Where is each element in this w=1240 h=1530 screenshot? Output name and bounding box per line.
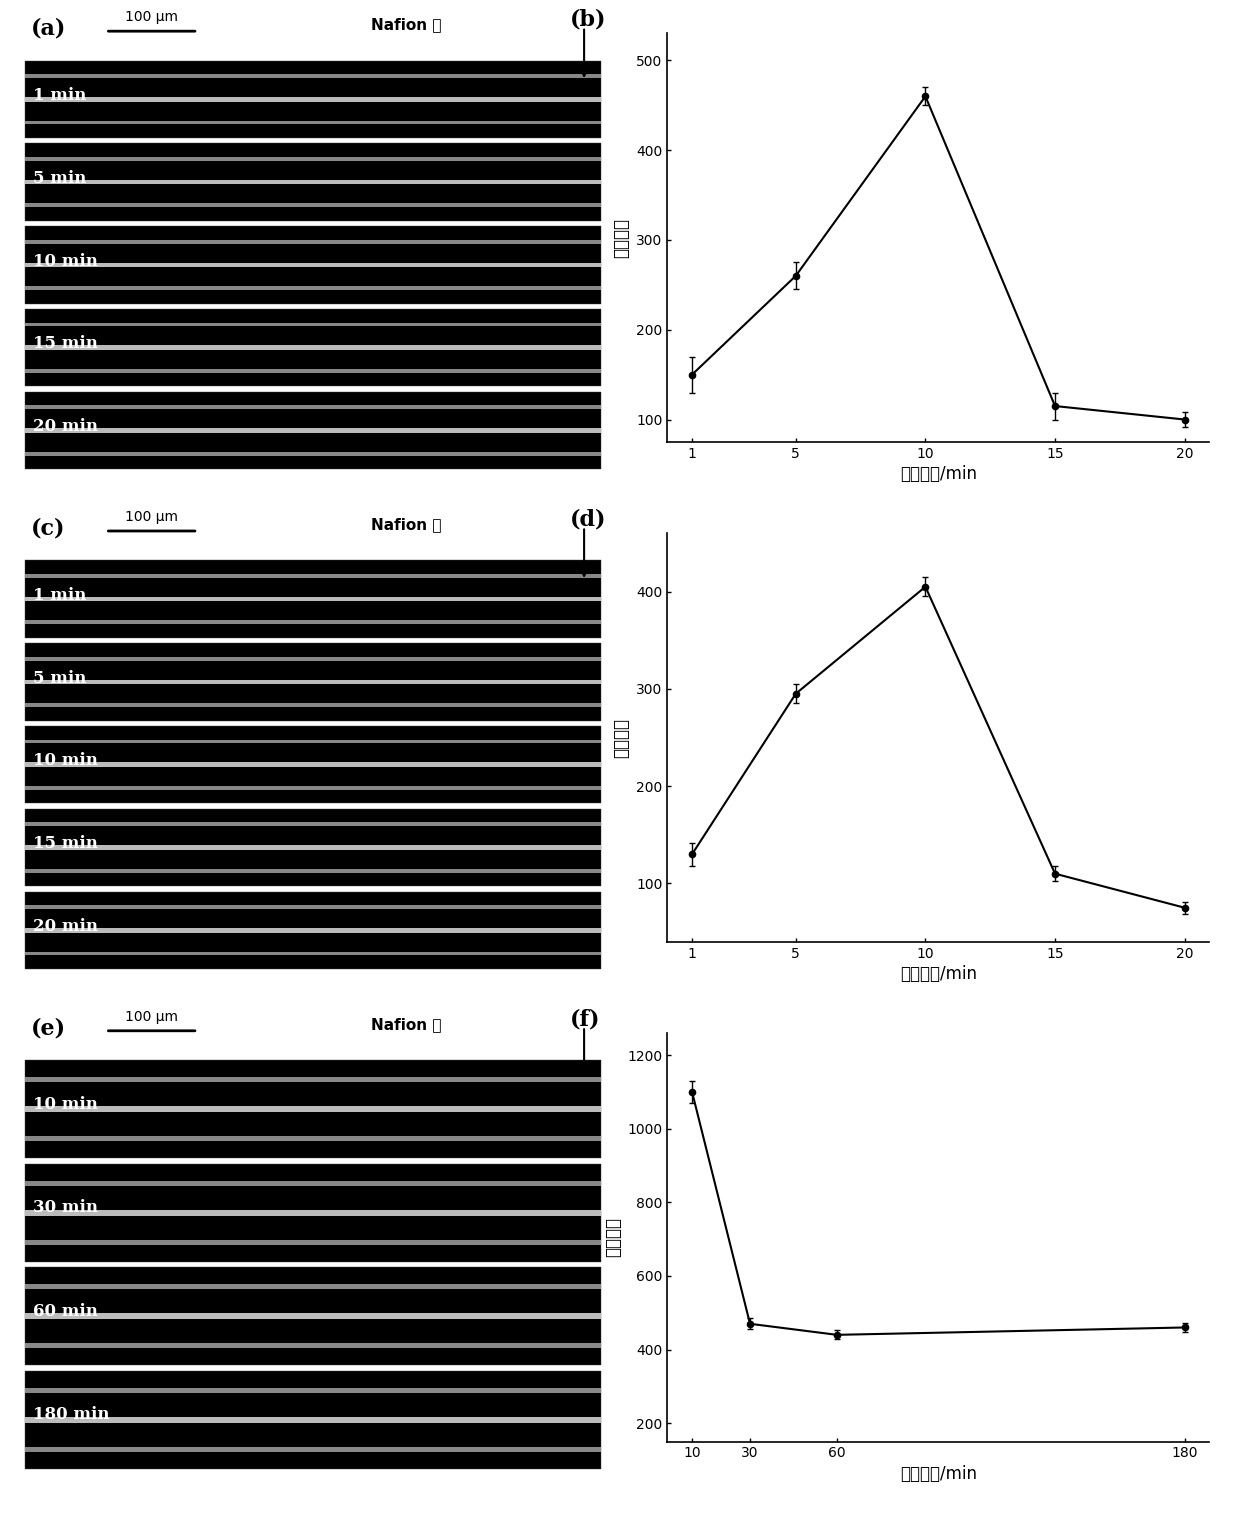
Y-axis label: 荧光强度: 荧光强度 — [604, 1218, 622, 1258]
Bar — [25, 1284, 601, 1290]
Text: 100 μm: 100 μm — [125, 11, 179, 24]
X-axis label: 加热时间/min: 加热时间/min — [900, 465, 977, 483]
X-axis label: 孵育时间/min: 孵育时间/min — [900, 1464, 977, 1483]
Bar — [25, 1343, 601, 1348]
Bar — [25, 1164, 601, 1262]
Bar — [25, 727, 601, 803]
Bar — [25, 1077, 601, 1082]
Text: 5 min: 5 min — [33, 670, 87, 687]
Text: 20 min: 20 min — [33, 418, 98, 435]
Text: Nafion 膜: Nafion 膜 — [371, 517, 441, 532]
Bar — [25, 762, 601, 767]
Bar — [25, 75, 601, 78]
Bar — [25, 952, 601, 955]
X-axis label: 冰浴时间/min: 冰浴时间/min — [900, 965, 977, 982]
Text: Nafion 膜: Nafion 膜 — [371, 1017, 441, 1033]
Bar — [25, 369, 601, 373]
Bar — [25, 263, 601, 268]
Bar — [25, 405, 601, 409]
Bar — [25, 240, 601, 243]
Bar — [25, 621, 601, 624]
Bar — [25, 144, 601, 220]
Y-axis label: 荧光强度: 荧光强度 — [613, 718, 631, 757]
Text: (d): (d) — [570, 509, 606, 531]
Text: 100 μm: 100 μm — [125, 509, 179, 525]
Y-axis label: 荧光强度: 荧光强度 — [613, 217, 631, 257]
Bar — [25, 181, 601, 185]
Text: (e): (e) — [31, 1017, 66, 1039]
Bar — [25, 1371, 601, 1469]
Bar — [25, 906, 601, 909]
Text: 10 min: 10 min — [33, 1095, 98, 1112]
Text: (c): (c) — [31, 517, 64, 540]
Bar — [25, 656, 601, 661]
Text: (a): (a) — [31, 17, 66, 40]
Bar — [25, 679, 601, 684]
Bar — [25, 203, 601, 207]
Bar — [25, 1137, 601, 1141]
Bar — [25, 346, 601, 350]
Bar — [25, 823, 601, 826]
Bar — [25, 1267, 601, 1365]
Text: 20 min: 20 min — [33, 918, 98, 935]
Bar — [25, 96, 601, 101]
Text: 10 min: 10 min — [33, 753, 98, 770]
Text: 15 min: 15 min — [33, 835, 98, 852]
Bar — [25, 1239, 601, 1245]
Bar — [25, 158, 601, 161]
Bar — [25, 786, 601, 789]
Bar — [25, 1181, 601, 1186]
Bar — [25, 309, 601, 387]
Text: 15 min: 15 min — [33, 335, 98, 352]
Bar — [25, 392, 601, 470]
Bar — [25, 428, 601, 433]
Text: 10 min: 10 min — [33, 252, 98, 269]
Bar — [25, 61, 601, 138]
Bar — [25, 121, 601, 124]
Text: 180 min: 180 min — [33, 1406, 110, 1423]
Bar — [25, 1060, 601, 1158]
Text: 30 min: 30 min — [33, 1200, 98, 1216]
Bar — [25, 451, 601, 456]
Bar — [25, 560, 601, 638]
Text: 60 min: 60 min — [33, 1304, 98, 1320]
Text: 1 min: 1 min — [33, 87, 87, 104]
Text: Nafion 膜: Nafion 膜 — [371, 17, 441, 32]
Text: 1 min: 1 min — [33, 588, 87, 604]
Bar — [25, 643, 601, 721]
Bar — [25, 845, 601, 849]
Bar — [25, 869, 601, 872]
Bar — [25, 323, 601, 326]
Bar — [25, 1313, 601, 1319]
Bar — [25, 1210, 601, 1216]
Bar — [25, 1388, 601, 1392]
Bar — [25, 226, 601, 303]
Bar — [25, 809, 601, 886]
Bar — [25, 1106, 601, 1112]
Bar — [25, 704, 601, 707]
Bar — [25, 1447, 601, 1452]
Bar — [25, 929, 601, 933]
Bar — [25, 1417, 601, 1423]
Text: (f): (f) — [570, 1008, 600, 1031]
Bar — [25, 597, 601, 601]
Text: (b): (b) — [570, 9, 606, 31]
Bar — [25, 739, 601, 744]
Bar — [25, 286, 601, 291]
Bar — [25, 574, 601, 578]
Text: 5 min: 5 min — [33, 170, 87, 187]
Text: 100 μm: 100 μm — [125, 1010, 179, 1024]
Bar — [25, 892, 601, 968]
